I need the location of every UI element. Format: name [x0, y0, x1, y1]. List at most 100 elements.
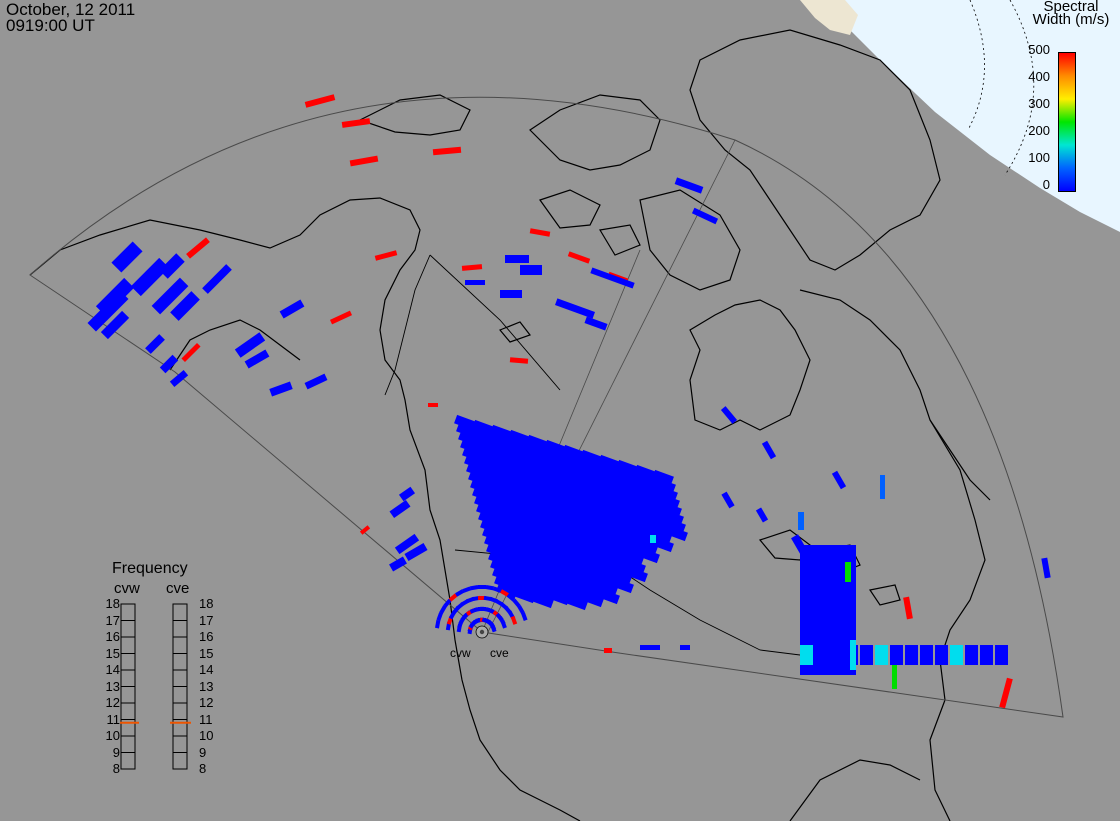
echo-cell	[87, 290, 129, 332]
echo-cell	[494, 507, 516, 524]
echo-cell	[530, 450, 552, 467]
echo-cell	[560, 503, 582, 520]
polar-region	[800, 0, 1120, 232]
echo-cell	[512, 512, 534, 529]
echo-cell	[674, 177, 704, 194]
coastline-labrador	[799, 289, 991, 501]
echo-cell	[604, 648, 612, 653]
echo-cell	[664, 517, 686, 534]
echo-cell	[500, 531, 522, 548]
fov-outline	[29, 96, 1064, 718]
echo-cell	[828, 662, 842, 675]
echo-cell	[620, 542, 642, 559]
echo-cell	[564, 586, 586, 603]
echo-cell	[590, 267, 635, 289]
echo-cell	[828, 584, 842, 597]
echo-cell	[159, 354, 179, 374]
echo-cell	[504, 547, 526, 564]
frequency-tick-left: 10	[105, 728, 120, 743]
echo-cell	[546, 447, 568, 464]
frequency-tick-right: 13	[199, 678, 214, 694]
echo-cell	[509, 357, 529, 364]
echo-cell	[526, 568, 548, 585]
echo-cell	[604, 478, 626, 495]
echo-cell	[374, 250, 398, 261]
echo-cell	[484, 534, 506, 551]
echo-cell	[610, 569, 632, 586]
echo-cell	[618, 467, 640, 484]
echo-cell	[582, 591, 604, 608]
echo-cell	[500, 290, 522, 298]
echo-cell	[828, 610, 842, 623]
echo-cell	[572, 484, 594, 501]
echo-cell	[530, 517, 552, 534]
echo-cell	[630, 515, 652, 532]
echo-cell	[480, 451, 502, 468]
echo-cell	[800, 645, 813, 665]
colorbar-title-line1: Spectral	[1043, 0, 1099, 15]
echo-cell	[181, 342, 201, 363]
echo-cell	[496, 448, 518, 465]
echo-cell	[486, 475, 508, 492]
echo-cell	[404, 543, 428, 561]
echo-cell	[169, 370, 189, 387]
echo-cell	[606, 486, 628, 503]
echo-cell	[598, 454, 620, 471]
echo-cell	[890, 645, 903, 665]
echo-cell	[903, 596, 913, 620]
echo-cell	[520, 265, 542, 275]
echo-cell	[640, 645, 660, 650]
echo-cell	[850, 640, 856, 670]
echo-cell	[514, 453, 536, 470]
echo-cell	[580, 583, 602, 600]
echo-cell	[644, 504, 666, 521]
coastline-north-ocean	[358, 94, 471, 136]
frequency-tick-left: 16	[105, 629, 120, 644]
frequency-cell	[120, 735, 136, 753]
echo-cell	[202, 264, 232, 294]
echo-cell	[592, 564, 614, 581]
echo-cell	[528, 442, 550, 459]
echo-cell	[556, 554, 578, 571]
echo-cell	[472, 419, 494, 436]
polar-land	[800, 0, 858, 35]
echo-cell	[341, 118, 371, 128]
echo-cell	[634, 531, 656, 548]
echo-cell	[582, 524, 604, 541]
echo-cell	[443, 598, 452, 608]
echo-cell	[656, 485, 678, 502]
echo-cell	[654, 477, 676, 494]
echo-cell	[359, 525, 371, 535]
echo-cell	[514, 587, 536, 604]
frequency-tick-left: 11	[106, 711, 121, 727]
echo-cell	[508, 563, 530, 580]
echo-cell	[662, 509, 684, 526]
echo-cell	[828, 571, 842, 584]
echo-cell	[542, 565, 564, 582]
echo-cell	[502, 472, 524, 489]
echo-cell	[800, 597, 814, 610]
echo-cell	[506, 555, 528, 572]
echo-cell	[100, 310, 130, 340]
frequency-cell	[172, 603, 188, 621]
echo-cell	[510, 615, 518, 625]
echo-cell	[980, 645, 993, 665]
echo-cell	[648, 520, 670, 537]
echo-cell	[517, 605, 525, 614]
echo-cell	[389, 499, 411, 519]
colorbar-tick-100: 100	[1028, 150, 1050, 165]
echo-cell	[602, 537, 624, 554]
echo-cell	[496, 515, 518, 532]
frequency-tick-right: 17	[199, 612, 214, 628]
echo-cell	[522, 552, 544, 569]
frequency-cell	[120, 669, 136, 687]
colorbar-tick-400: 400	[1028, 69, 1050, 84]
radar-site-dot	[479, 629, 485, 635]
echo-cell	[622, 550, 644, 567]
echo-cell	[845, 562, 851, 582]
echo-cell	[478, 443, 500, 460]
echo-cell	[462, 446, 484, 463]
echo-cell	[508, 496, 530, 513]
coastline-alaska-peninsula	[169, 319, 301, 371]
echo-cell	[556, 487, 578, 504]
